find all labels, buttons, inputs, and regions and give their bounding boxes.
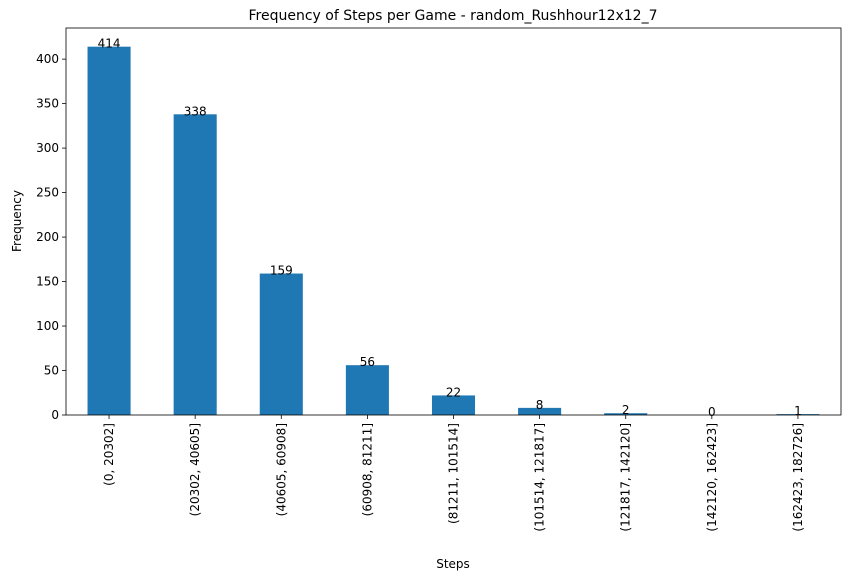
bar-6 [604,413,648,415]
data-label-6: 2 [622,403,630,417]
data-label-2: 159 [270,264,293,278]
y-tick-label-7: 350 [36,97,59,111]
y-tick-label-5: 250 [36,186,59,200]
chart-title: Frequency of Steps per Game - random_Rus… [248,8,657,24]
y-axis-label: Frequency [10,190,24,252]
data-labels-layer: 414 338 159 56 22 8 2 0 1 [98,37,802,419]
data-label-1: 338 [184,104,207,118]
bar-4 [431,395,476,415]
y-tick-label-8: 400 [36,52,59,66]
bar-2 [259,273,303,415]
data-label-5: 8 [536,398,544,412]
x-tick-label-2: (40605, 60908] [274,423,288,516]
x-tick-label-7: (142120, 162423] [705,423,719,532]
data-label-0: 414 [98,37,121,51]
bar-1 [173,114,217,416]
x-tick-label-1: (20302, 40605] [188,423,202,516]
y-tick-label-3: 150 [36,275,59,289]
x-tick-label-4: (81211, 101514] [447,423,461,524]
data-label-4: 22 [446,385,461,399]
y-tick-label-1: 50 [44,364,59,378]
data-label-7: 0 [708,405,716,419]
bar-5 [518,407,562,415]
x-axis-label: Steps [436,557,470,571]
x-tick-label-6: (121817, 142120] [619,423,633,532]
bar-8 [776,414,820,415]
x-tick-label-0: (0, 20302] [102,423,116,486]
x-axis: (0, 20302] (20302, 40605] (40605, 60908] (6… [102,415,805,532]
y-tick-label-2: 100 [36,319,59,333]
y-tick-label-0: 0 [51,408,59,422]
bars-layer [87,46,820,416]
data-label-8: 1 [794,404,802,418]
data-label-3: 56 [360,355,375,369]
y-tick-label-6: 300 [36,141,59,155]
x-tick-label-8: (162423, 182726] [791,423,805,532]
bar-3 [345,365,389,415]
y-tick-label-4: 200 [36,230,59,244]
x-tick-label-5: (101514, 121817] [533,423,547,532]
bar-0 [87,46,131,416]
y-axis: 0 50 100 150 200 250 300 350 400 [36,52,66,422]
x-tick-label-3: (60908, 81211] [360,423,374,516]
